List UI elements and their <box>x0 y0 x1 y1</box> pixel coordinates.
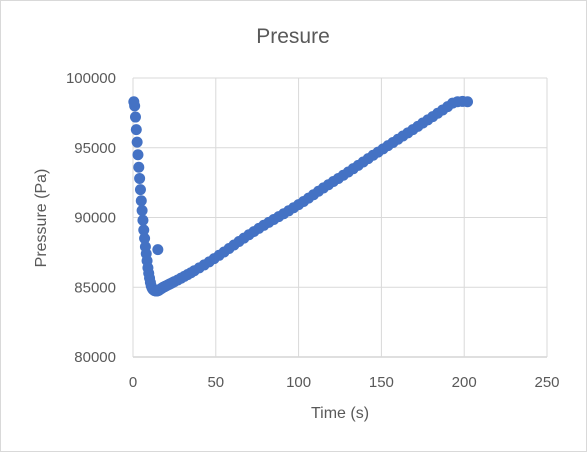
data-point <box>129 111 141 123</box>
data-point <box>131 136 143 148</box>
data-point <box>152 244 164 256</box>
y-axis-label: Pressure (Pa) <box>33 169 50 268</box>
data-point <box>133 161 145 173</box>
x-axis-label: Time (s) <box>311 405 369 422</box>
y-tick-label: 90000 <box>74 210 116 227</box>
x-tick-label: 50 <box>207 374 224 391</box>
tick-layer: 80000 85000 90000 95000 100000 0 50 100 150 200 25… <box>66 70 560 391</box>
data-point <box>134 184 146 196</box>
y-tick-label: 100000 <box>66 70 116 87</box>
grid-layer <box>132 77 548 358</box>
data-point <box>138 224 150 236</box>
data-point <box>136 205 148 217</box>
data-point <box>134 172 146 184</box>
y-tick-label: 85000 <box>74 279 116 296</box>
data-points-layer <box>128 95 474 297</box>
x-tick-label: 200 <box>452 374 477 391</box>
data-point <box>135 195 147 207</box>
x-tick-label: 150 <box>369 374 394 391</box>
x-tick-label: 100 <box>286 374 311 391</box>
data-point <box>137 214 149 226</box>
data-point <box>132 149 144 161</box>
x-tick-label: 250 <box>534 374 559 391</box>
y-tick-label: 80000 <box>74 349 116 366</box>
data-point <box>129 100 141 112</box>
y-tick-label: 95000 <box>74 140 116 157</box>
chart-title: Presure <box>256 25 330 48</box>
data-point <box>462 96 474 108</box>
x-tick-label: 0 <box>129 374 137 391</box>
data-point <box>130 124 142 136</box>
data-point <box>139 232 151 244</box>
